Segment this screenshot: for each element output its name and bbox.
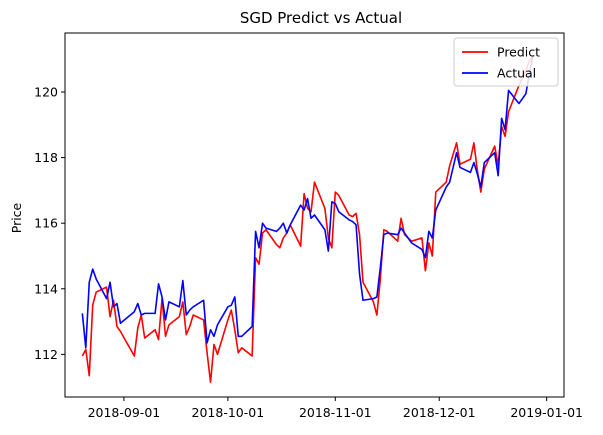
series-line-actual [81,55,534,349]
ticks-layer: 2018-09-01 2018-10-01 2018-11-01 2018-12-01… [34,85,583,420]
x-tick-label: 2018-09-01 [88,405,161,420]
series-line-predict [81,55,534,384]
y-tick-label: 120 [34,85,58,100]
legend-label-predict: Predict [497,45,540,60]
x-tick-label: 2018-10-01 [192,405,265,420]
y-tick-label: 114 [34,281,58,296]
y-tick-label: 118 [34,150,58,165]
y-tick-label: 112 [34,347,58,362]
legend-box [453,37,559,87]
plot-area-frame [64,32,565,398]
series-layer [81,55,534,384]
x-tick-label: 2019-01-01 [510,405,583,420]
x-tick-label: 2018-12-01 [403,405,476,420]
legend: Predict Actual [453,37,559,87]
legend-label-actual: Actual [497,66,536,81]
y-axis-label: Price [9,202,24,233]
chart-title: SGD Predict vs Actual [240,9,402,27]
y-tick-label: 116 [34,216,58,231]
x-tick-label: 2018-11-01 [299,405,372,420]
